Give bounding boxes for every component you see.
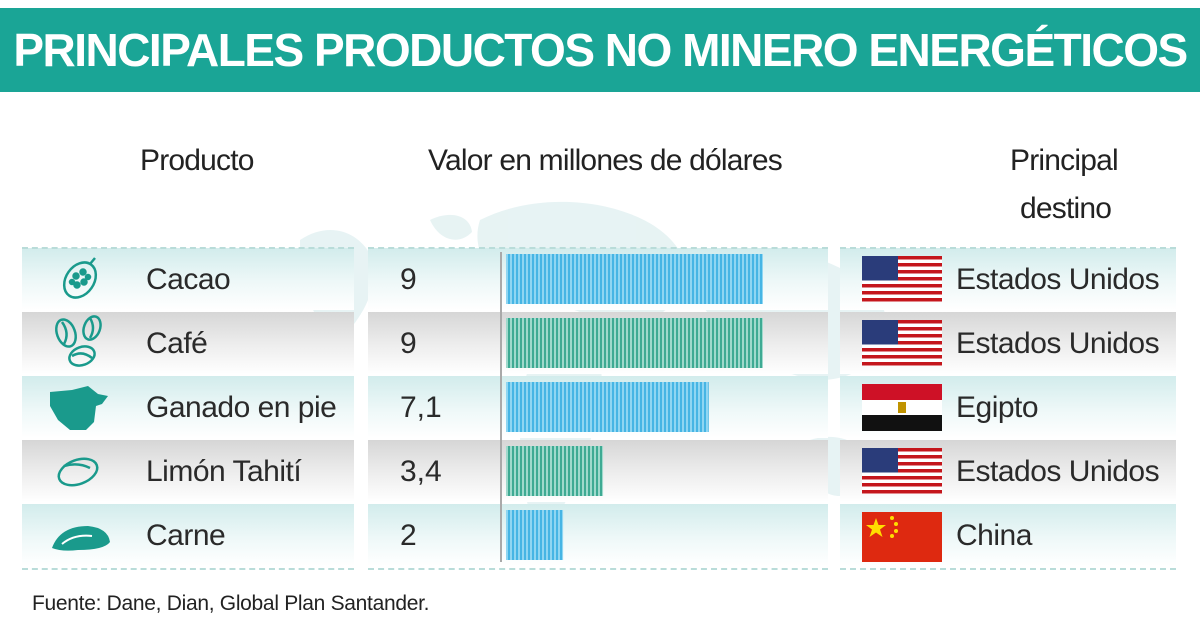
- value-label: 2: [400, 519, 417, 552]
- bar-Limón Tahití: [506, 446, 604, 496]
- separator-line: [368, 568, 828, 570]
- bar-Ganado en pie: [506, 382, 709, 432]
- value-label: 3,4: [400, 455, 442, 488]
- product-label: Cacao: [146, 263, 231, 296]
- title-banner: [0, 8, 1200, 92]
- bar-baseline: [500, 252, 502, 562]
- cow-head-icon: [50, 386, 108, 430]
- header-value: Valor en millones de dólares: [428, 144, 783, 177]
- product-label: Café: [146, 327, 208, 360]
- cacao-pod-icon: [62, 257, 98, 299]
- bar-Cacao: [506, 254, 763, 304]
- separator-line: [22, 247, 354, 249]
- separator-line: [22, 568, 354, 570]
- meat-steak-icon: [52, 526, 110, 551]
- separator-line: [840, 568, 1176, 570]
- usa-flag: [862, 256, 942, 302]
- header-destination-line2: destino: [1020, 192, 1112, 225]
- usa-flag: [862, 448, 942, 494]
- value-label: 9: [400, 263, 417, 296]
- destination-label: Estados Unidos: [956, 263, 1160, 296]
- china-flag: [862, 512, 942, 562]
- product-label: Ganado en pie: [146, 391, 337, 424]
- egypt-flag: [862, 384, 942, 431]
- source-note: Fuente: Dane, Dian, Global Plan Santande…: [32, 592, 430, 615]
- header-product: Producto: [140, 144, 254, 177]
- page-title: PRINCIPALES PRODUCTOS NO MINERO ENERGÉTI…: [13, 24, 1188, 76]
- destination-label: Estados Unidos: [956, 327, 1160, 360]
- value-label: 7,1: [400, 391, 442, 424]
- product-label: Limón Tahití: [146, 455, 302, 488]
- destination-label: Egipto: [956, 391, 1039, 424]
- bar-Café: [506, 318, 763, 368]
- usa-flag: [862, 320, 942, 366]
- destination-label: Estados Unidos: [956, 455, 1160, 488]
- header-destination-line1: Principal: [1010, 144, 1119, 177]
- destination-label: China: [956, 519, 1032, 552]
- value-label: 9: [400, 327, 417, 360]
- bar-Carne: [506, 510, 564, 560]
- separator-line: [840, 247, 1176, 249]
- coffee-beans-icon: [55, 315, 102, 367]
- separator-line: [368, 247, 828, 249]
- lime-icon: [57, 457, 99, 487]
- product-label: Carne: [146, 519, 226, 552]
